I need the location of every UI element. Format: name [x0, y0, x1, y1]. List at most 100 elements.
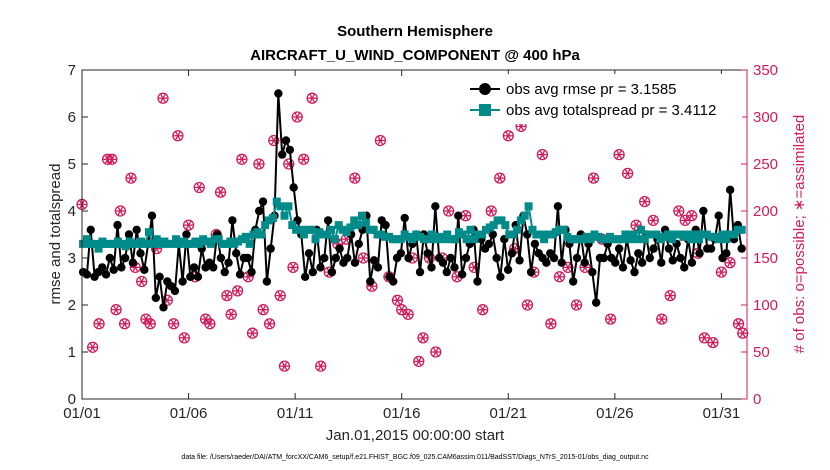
rmse-point [695, 249, 704, 258]
obs-assimilated-marker [537, 150, 547, 159]
totalspread-point [276, 202, 285, 211]
totalspread-point [206, 239, 215, 248]
rmse-point [159, 303, 168, 312]
obs-possible-marker [724, 257, 736, 269]
obs-possible-marker [193, 181, 205, 194]
totalspread-point [621, 230, 630, 239]
legend-rmse-label: obs avg rmse pr = 3.1585 [506, 81, 677, 98]
totalspread-point [172, 235, 181, 244]
obs-assimilated-marker [648, 216, 658, 225]
obs-assimilated-marker [716, 267, 726, 277]
right-tick-label: 200 [753, 203, 778, 220]
obs-possible-marker [114, 205, 127, 217]
obs-possible-marker [306, 92, 318, 104]
totalspread-point [462, 235, 471, 244]
rmse-point [182, 230, 191, 239]
rmse-point [262, 277, 272, 286]
obs-assimilated-marker [738, 328, 748, 338]
totalspread-point [695, 235, 704, 244]
obs-possible-marker [502, 130, 514, 142]
obs-possible-marker [707, 336, 719, 349]
obs-assimilated-marker [248, 328, 258, 338]
right-tick-label: 100 [753, 297, 778, 314]
totalspread-point [478, 230, 487, 239]
totalspread-point [470, 235, 479, 244]
obs-assimilated-marker [375, 136, 385, 145]
obs-possible-marker [630, 219, 642, 231]
obs-possible-marker [257, 304, 269, 316]
rmse-point [599, 253, 609, 263]
rmse-point [189, 263, 199, 272]
totalspread-point [152, 235, 161, 244]
obs-possible-marker [291, 111, 303, 123]
rmse-point [530, 239, 540, 249]
obs-possible-marker [204, 318, 216, 330]
rmse-point [274, 89, 283, 98]
rmse-point [335, 244, 344, 253]
obs-assimilated-marker [126, 173, 136, 183]
y-tick-label: 7 [68, 62, 76, 79]
totalspread-point [450, 235, 459, 244]
obs-assimilated-marker [115, 206, 125, 216]
obs-assimilated-marker [216, 187, 226, 197]
rmse-point [86, 225, 95, 234]
obs-possible-marker [157, 92, 169, 104]
totalspread-point [667, 235, 676, 244]
rmse-point [343, 253, 352, 263]
totalspread-point [350, 216, 359, 225]
totalspread-point [718, 230, 727, 239]
totalspread-point [346, 223, 355, 232]
right-tick-label: 150 [753, 250, 778, 267]
obs-possible-marker [93, 318, 105, 330]
rmse-point [687, 258, 697, 267]
obs-assimilated-marker [640, 197, 650, 206]
totalspread-point [214, 235, 223, 244]
rmse-point [224, 258, 233, 267]
right-tick-label: 300 [753, 109, 778, 126]
obs-possible-marker [253, 158, 265, 170]
legend-spread-marker [479, 104, 491, 116]
legend: obs avg rmse pr = 3.1585 obs avg totalsp… [466, 74, 742, 124]
rmse-point [404, 253, 413, 263]
rmse-point [415, 267, 425, 277]
obs-possible-marker [430, 346, 442, 358]
obs-assimilated-marker [495, 173, 505, 183]
rmse-point [549, 253, 559, 263]
obs-assimilated-marker [237, 155, 247, 164]
x-tick-label: 01/16 [383, 405, 421, 422]
obs-possible-marker [110, 304, 122, 316]
totalspread-point [354, 221, 363, 230]
rmse-point [109, 265, 118, 274]
totalspread-point [439, 235, 448, 244]
totalspread-point [625, 235, 634, 244]
totalspread-point [524, 202, 533, 211]
totalspread-point [497, 216, 506, 225]
x-axis-label: Jan.01,2015 00:00:00 start [326, 427, 505, 444]
rmse-point [618, 263, 628, 272]
rmse-point [105, 253, 115, 263]
obs-possible-marker [246, 327, 259, 339]
rmse-point [438, 258, 448, 267]
totalspread-point [722, 235, 731, 244]
obs-possible-marker [477, 304, 489, 316]
obs-assimilated-marker [292, 112, 302, 122]
totalspread-point [489, 221, 498, 230]
obs-assimilated-marker [107, 155, 117, 164]
totalspread-point [528, 225, 537, 234]
totalspread-point [195, 239, 204, 248]
rmse-point [285, 145, 295, 155]
totalspread-point [268, 214, 277, 223]
totalspread-point [737, 225, 746, 234]
rmse-point [369, 256, 379, 265]
totalspread-point [361, 218, 370, 227]
rmse-point [98, 263, 107, 272]
rmse-point [281, 136, 291, 145]
obs-possible-marker [656, 313, 668, 325]
rmse-point [316, 263, 325, 272]
rmse-point [373, 263, 383, 272]
rmse-point [611, 258, 620, 267]
totalspread-point [423, 235, 432, 244]
totalspread-point [520, 211, 529, 220]
rmse-point [423, 249, 432, 258]
rmse-point [737, 244, 746, 253]
